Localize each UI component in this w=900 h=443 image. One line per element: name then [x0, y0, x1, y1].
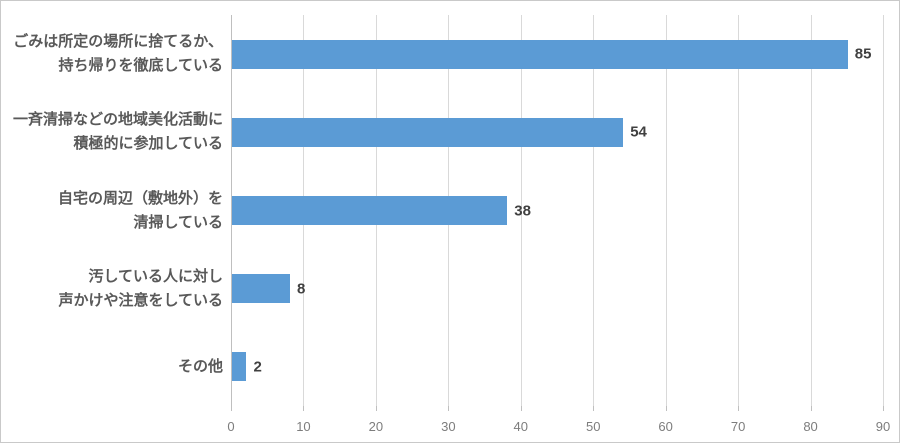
- x-tick-label: 60: [658, 419, 673, 434]
- x-tick-label: 0: [227, 419, 235, 434]
- x-tick-label: 80: [803, 419, 818, 434]
- x-axis-tick: [303, 406, 305, 411]
- x-tick-label: 90: [875, 419, 891, 434]
- value-label: 8: [296, 280, 306, 298]
- category-label: 自宅の周辺（敷地外）を 清掃している: [57, 189, 223, 231]
- x-tick-label: 70: [730, 419, 746, 434]
- bar: [232, 117, 624, 147]
- x-tick-label: 40: [513, 419, 528, 434]
- category-label: その他: [177, 357, 223, 375]
- x-tick-label: 30: [441, 419, 456, 434]
- value-label: 38: [514, 202, 531, 219]
- value-label: 85: [854, 45, 872, 63]
- y-axis-line: [231, 15, 232, 411]
- value-label: 54: [630, 123, 647, 141]
- x-axis-tick: [883, 406, 884, 411]
- bar: [232, 274, 290, 304]
- x-axis-tick: [448, 406, 450, 411]
- category-label: ごみは所定の場所に捨てるか、 持ち帰りを徹底している: [13, 33, 223, 75]
- x-axis-tick: [810, 406, 812, 411]
- category-label: 汚している人に対し 声かけや注意をしている: [58, 267, 223, 309]
- gridline: [520, 15, 522, 406]
- x-tick-label: 10: [296, 419, 311, 434]
- gridline: [665, 15, 667, 406]
- gridline: [593, 15, 595, 406]
- bar: [232, 352, 247, 382]
- x-axis-tick: [593, 406, 595, 411]
- gridline: [883, 15, 884, 406]
- x-tick-label: 20: [368, 419, 384, 434]
- value-label: 2: [253, 358, 262, 376]
- x-axis-tick: [375, 406, 377, 411]
- bar: [232, 196, 508, 225]
- gridline: [738, 15, 740, 406]
- gridline: [810, 15, 812, 406]
- x-tick-label: 50: [585, 419, 601, 434]
- x-axis-tick: [520, 406, 522, 411]
- x-axis-tick: [665, 406, 667, 411]
- category-label: 一斉清掃などの地域美化活動に 積極的に参加している: [12, 111, 223, 153]
- bar: [232, 39, 848, 69]
- x-axis-tick: [738, 406, 740, 411]
